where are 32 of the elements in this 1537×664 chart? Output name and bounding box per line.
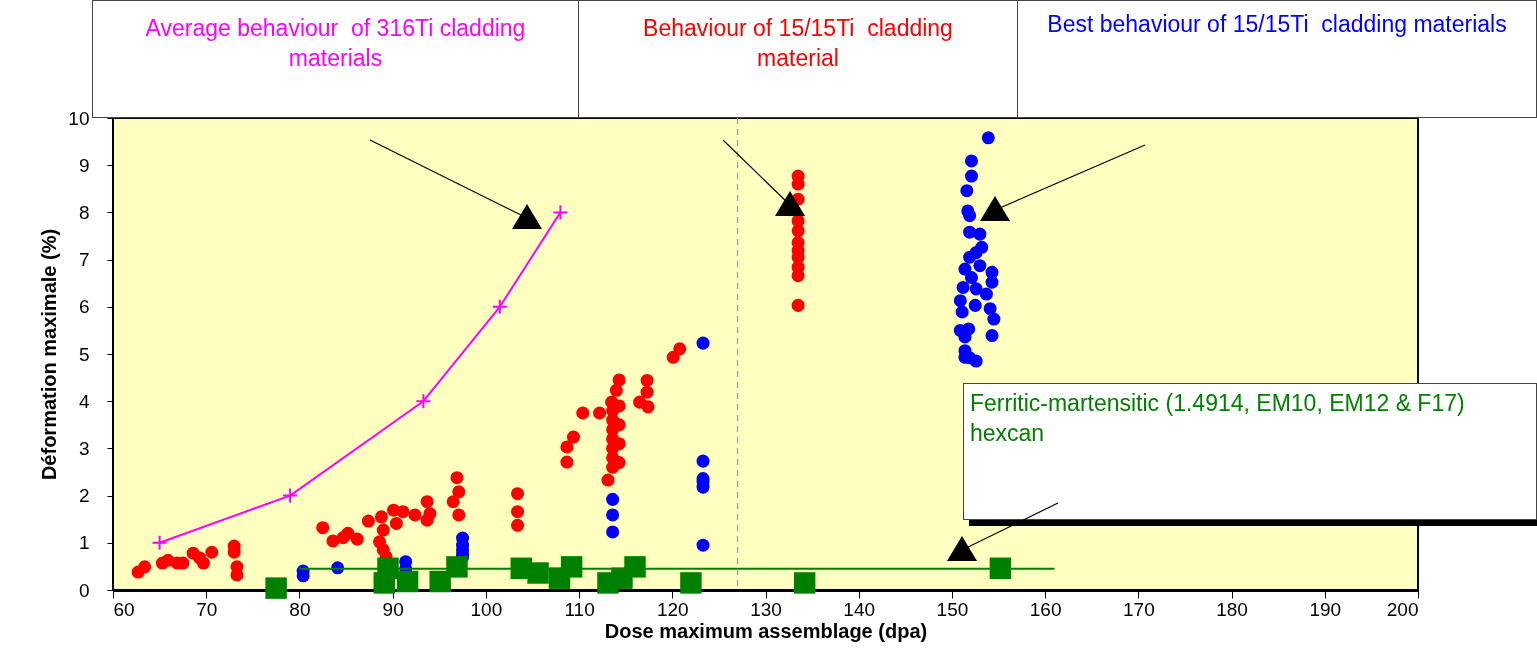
x-tick-label: 200 xyxy=(1386,598,1419,620)
x-tick-label: 140 xyxy=(843,598,876,620)
x-tick-label: 120 xyxy=(656,598,689,620)
y-tick-label: 4 xyxy=(78,390,90,412)
x-tick-label: 170 xyxy=(1123,598,1155,620)
x-tick-label: 100 xyxy=(470,598,503,620)
x-tick-label: 130 xyxy=(750,598,782,620)
y-tick-label: 2 xyxy=(78,485,90,507)
x-tick-label: 180 xyxy=(1216,598,1248,620)
x-tick-label: 190 xyxy=(1309,598,1342,620)
y-tick-label: 9 xyxy=(78,154,90,176)
y-tick-label: 10 xyxy=(68,107,90,129)
y-tick-label: 5 xyxy=(78,343,90,365)
y-tick-label: 0 xyxy=(78,579,90,601)
x-tick-label: 70 xyxy=(196,598,218,620)
x-tick-label: 80 xyxy=(289,598,311,620)
y-axis-title: Déformation maximale (%) xyxy=(38,228,61,481)
x-tick-label: 150 xyxy=(936,598,969,620)
y-tick-label: 8 xyxy=(78,201,90,223)
y-tick-label: 6 xyxy=(78,296,90,318)
y-tick-label: 3 xyxy=(78,437,90,459)
y-tick-label: 7 xyxy=(78,249,90,271)
callout-box: Average behaviour of 316Ti cladding materials xyxy=(92,0,579,118)
x-tick-label: 110 xyxy=(564,598,595,620)
x-tick-label: 90 xyxy=(382,598,404,620)
callout-box: Best behaviour of 15/15Ti cladding materials xyxy=(1017,0,1537,118)
x-tick-label: 60 xyxy=(113,598,135,620)
annotation: Ferritic-martensitic (1.4914, EM10, EM12 & F17) hexcan xyxy=(970,390,1466,446)
x-tick-label: 160 xyxy=(1029,598,1062,620)
x-axis-title: Dose maximum assemblage (dpa) xyxy=(604,619,928,642)
callout-box: Behaviour of 15/15Ti cladding material xyxy=(578,0,1018,118)
y-tick-label: 1 xyxy=(78,532,90,554)
